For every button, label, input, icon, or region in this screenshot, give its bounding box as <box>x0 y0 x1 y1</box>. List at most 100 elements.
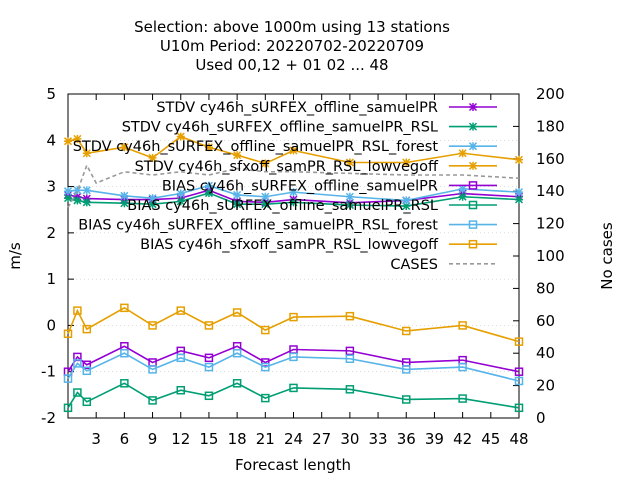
data-point-square <box>120 348 129 358</box>
legend-label: BIAS cy46h_sURFEX_offline_samuelPR_RSL_f… <box>78 218 438 234</box>
data-point-square <box>232 348 242 358</box>
data-point-square <box>289 383 298 393</box>
data-point-x <box>514 195 524 204</box>
data-point-x <box>233 190 242 199</box>
data-point-x <box>468 142 478 151</box>
data-point-x <box>148 153 157 162</box>
series-4 <box>63 342 524 376</box>
data-point-square <box>232 308 242 317</box>
y2-tick-label: 140 <box>536 182 565 200</box>
data-point-x <box>120 143 129 152</box>
data-point-x <box>63 194 73 203</box>
series-5 <box>63 379 524 413</box>
data-point-square <box>63 374 73 383</box>
data-point-x <box>233 151 242 160</box>
x-tick-label: 42 <box>453 430 472 448</box>
data-point-square <box>458 321 467 330</box>
legend-label: STDV cy46h_sURFEX_offline_samuelPR_RSL_f… <box>73 139 439 155</box>
data-point-x <box>289 198 298 207</box>
x-tick-label: 45 <box>481 430 500 448</box>
series-layer <box>63 132 524 413</box>
x-axis-ticks: 3 6 9 12 15 18 21 24 27 30 33 36 39 42 45 48 <box>91 94 529 448</box>
data-point-x <box>73 196 82 205</box>
data-point-square <box>63 403 73 413</box>
y-tick-label: 5 <box>46 85 56 103</box>
data-point-x <box>345 192 354 201</box>
data-point-x <box>458 184 467 193</box>
data-point-x <box>345 158 354 167</box>
y-tick-label: 3 <box>46 178 56 196</box>
series-line <box>67 192 520 207</box>
data-point-square <box>458 362 467 372</box>
title-line-2: U10m Period: 20220702-20220709 <box>160 37 424 55</box>
y2-tick-label: 0 <box>536 409 546 427</box>
legend-entry: STDV cy46h_sfxoff_samPR_RSL_lowvegoff <box>135 159 497 175</box>
title-line-1: Selection: above 1000m using 13 stations <box>134 18 450 36</box>
data-point-square <box>82 397 92 407</box>
data-point-x <box>514 188 524 197</box>
data-point-square <box>514 403 524 413</box>
x-tick-label: 48 <box>509 430 528 448</box>
legend-entry: STDV cy46h_sURFEX_offline_samuelPR_RSL <box>122 120 497 136</box>
x-tick-label: 36 <box>397 430 416 448</box>
data-point-square <box>468 220 478 229</box>
legend-entry: STDV cy46h_sURFEX_offline_samuelPR_RSL_f… <box>73 139 497 155</box>
y2-axis-ticks: 0 20 40 60 80 100 120 140 160 180 200 <box>513 85 565 427</box>
data-point-square <box>345 346 355 356</box>
series-line <box>67 306 520 343</box>
data-point-x <box>233 200 242 209</box>
data-point-square <box>176 306 185 315</box>
data-point-x <box>73 186 82 195</box>
y2-tick-label: 40 <box>536 344 555 362</box>
y2-tick-label: 200 <box>536 85 565 103</box>
x-tick-label: 27 <box>312 430 331 448</box>
data-point-square <box>148 321 157 330</box>
data-point-x <box>402 196 411 205</box>
data-point-x <box>458 192 467 201</box>
data-point-square <box>468 239 478 249</box>
legend-entry: BIAS cy46h_sURFEX_offline_samuelPR <box>162 178 497 194</box>
data-point-square <box>514 337 524 346</box>
data-point-x <box>261 159 270 168</box>
data-point-square <box>176 385 185 395</box>
data-point-square <box>345 385 355 394</box>
series-1 <box>63 189 524 211</box>
y-tick-label: 0 <box>46 316 56 334</box>
legend: STDV cy46h_sURFEX_offline_samuelPR STDV c… <box>73 100 497 273</box>
x-tick-label: 33 <box>369 430 388 448</box>
data-point-x <box>402 158 411 167</box>
x-tick-label: 12 <box>171 430 190 448</box>
data-point-square <box>514 376 524 386</box>
y-axis-ticks: -2 -1 0 1 2 3 4 5 <box>41 85 74 427</box>
x-tick-label: 9 <box>148 430 158 448</box>
data-point-x <box>468 122 478 131</box>
data-point-square <box>458 394 467 403</box>
series-2 <box>63 181 524 205</box>
data-point-x <box>261 192 270 201</box>
data-point-square <box>148 365 157 374</box>
data-point-square <box>204 362 214 372</box>
data-point-x <box>468 102 478 112</box>
title-line-3: Used 00,12 + 01 02 ... 48 <box>195 56 388 74</box>
data-point-square <box>261 393 270 403</box>
data-point-x <box>289 146 298 155</box>
legend-entry: BIAS cy46h_sfxoff_samPR_RSL_lowvegoff <box>140 237 497 253</box>
data-point-x <box>82 186 91 195</box>
data-point-square <box>73 388 82 397</box>
data-point-square <box>514 367 524 376</box>
data-point-square <box>120 303 129 313</box>
data-point-x <box>120 199 129 208</box>
data-point-x <box>204 189 213 198</box>
legend-entry: BIAS cy46h_sURFEX_offline_samuelPR_RSL <box>127 198 497 214</box>
data-point-square <box>402 395 411 404</box>
series-line <box>67 345 520 373</box>
legend-label: BIAS cy46h_sURFEX_offline_samuelPR <box>162 178 438 194</box>
data-point-x <box>468 161 478 170</box>
y-tick-label: 4 <box>46 131 56 149</box>
y2-tick-label: 160 <box>536 150 565 168</box>
data-point-x <box>458 149 467 158</box>
x-axis-label: Forecast length <box>235 456 351 474</box>
y2-tick-label: 100 <box>536 247 565 265</box>
data-point-square <box>289 312 298 322</box>
data-point-square <box>468 200 478 210</box>
